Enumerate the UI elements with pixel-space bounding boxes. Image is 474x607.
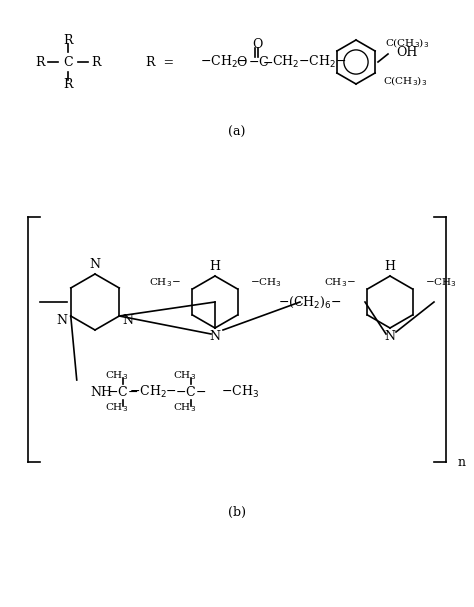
Text: R: R [91, 55, 101, 69]
Text: OH: OH [396, 46, 418, 58]
Text: H: H [384, 260, 395, 273]
Text: C(CH$_3$)$_3$: C(CH$_3$)$_3$ [383, 74, 427, 88]
Text: R  =: R = [146, 55, 174, 69]
Text: $-$C$-$: $-$C$-$ [107, 385, 138, 399]
Text: N: N [122, 314, 133, 328]
Text: C: C [63, 55, 73, 69]
Text: C(CH$_3$)$_3$: C(CH$_3$)$_3$ [385, 36, 429, 50]
Text: CH$_3$: CH$_3$ [173, 402, 196, 415]
Text: R: R [63, 78, 73, 90]
Text: (a): (a) [228, 126, 246, 138]
Text: H: H [210, 260, 220, 273]
Text: N: N [90, 257, 100, 271]
Text: $-$CH$_2$$-$: $-$CH$_2$$-$ [129, 384, 177, 400]
Text: CH$_3$: CH$_3$ [105, 402, 128, 415]
Text: N: N [210, 330, 220, 342]
Text: N: N [384, 330, 395, 342]
Text: $-$CH$_3$: $-$CH$_3$ [249, 277, 282, 290]
Text: CH$_3$$-$: CH$_3$$-$ [149, 277, 181, 290]
Text: O: O [236, 55, 246, 69]
Text: R: R [63, 33, 73, 47]
Text: $-$CH$_2$$-$: $-$CH$_2$$-$ [200, 54, 248, 70]
Text: $-$: $-$ [262, 55, 273, 69]
Text: (b): (b) [228, 506, 246, 518]
Text: CH$_2$$-$CH$_2$$-$: CH$_2$$-$CH$_2$$-$ [272, 54, 346, 70]
Text: R: R [35, 55, 45, 69]
Text: $-$C: $-$C [248, 55, 269, 69]
Text: $-$CH$_3$: $-$CH$_3$ [425, 277, 456, 290]
Text: n: n [458, 455, 466, 469]
Text: NH: NH [91, 385, 113, 399]
Text: $-$C$-$: $-$C$-$ [175, 385, 206, 399]
Text: $-$CH$_3$: $-$CH$_3$ [221, 384, 259, 400]
Text: O: O [252, 38, 262, 50]
Text: CH$_3$$-$: CH$_3$$-$ [324, 277, 356, 290]
Text: CH$_3$: CH$_3$ [173, 370, 196, 382]
Text: N: N [56, 314, 68, 328]
Text: CH$_3$: CH$_3$ [105, 370, 128, 382]
Text: $-$(CH$_2$)$_6$$-$: $-$(CH$_2$)$_6$$-$ [278, 294, 342, 310]
